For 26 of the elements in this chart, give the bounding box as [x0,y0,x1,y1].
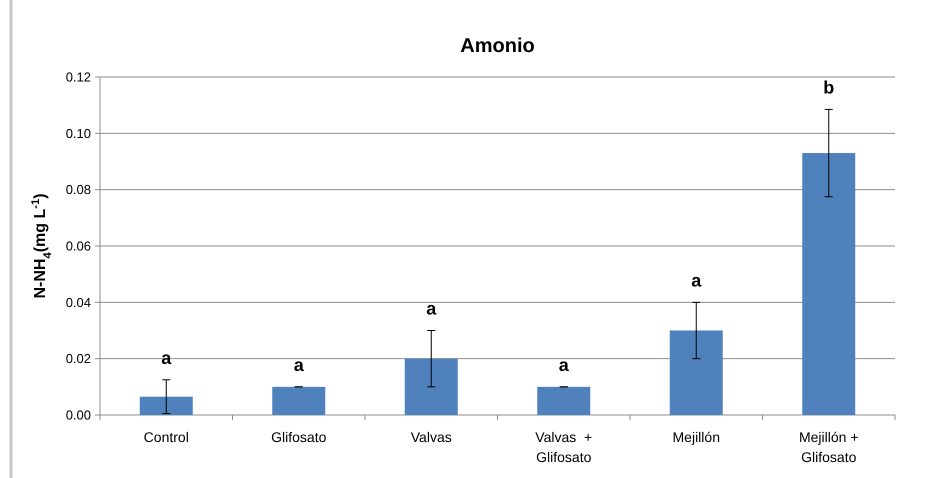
bar [537,386,590,415]
annotation: a [161,348,172,368]
annotation: a [426,298,438,318]
x-tick-label: Control [144,429,189,445]
annotation: a [558,354,570,375]
annotation: a [691,270,702,290]
bar [140,396,193,415]
y-tick-label: 0.00 [66,408,91,423]
y-tick-label: 0.02 [66,351,91,366]
annotation: b [823,77,834,98]
x-tick-label: Glifosato [271,429,327,445]
annotation: a [294,354,305,375]
chart-title: Amonio [460,35,535,57]
bar [272,386,326,415]
y-tick-label: 0.10 [66,126,91,141]
x-tick-label: Mejillón [672,429,720,445]
x-tick-label: Valvas [410,429,452,445]
x-tick-label: Valvas + Glifosato [535,429,592,465]
bar [802,153,856,415]
y-tick-label: 0.04 [66,294,91,310]
bar [404,358,458,415]
bar [670,330,723,415]
y-tick-label: 0.06 [66,238,91,254]
y-tick-label: 0.12 [66,70,91,85]
y-tick-label: 0.08 [66,182,91,198]
x-tick-label: Mejillón + Glifosato [798,429,859,465]
